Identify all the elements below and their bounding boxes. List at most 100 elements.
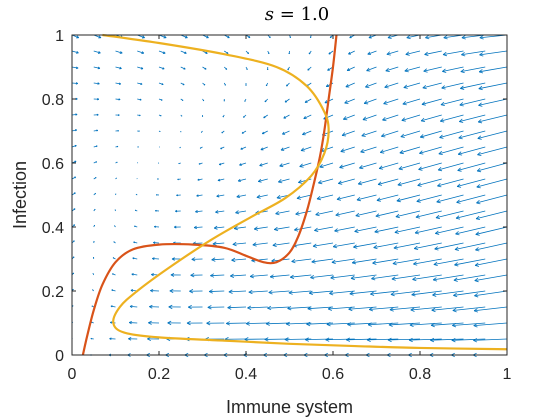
vector-arrow: [115, 98, 121, 101]
vector-arrow: [282, 130, 290, 135]
vector-arrow: [295, 210, 312, 216]
vector-arrow: [375, 210, 399, 218]
vector-arrow: [233, 225, 247, 231]
vector-arrow: [93, 129, 99, 132]
y-tick-label: 0.4: [42, 220, 64, 237]
vector-arrow: [335, 210, 355, 217]
vector-arrow: [149, 304, 160, 309]
vector-arrow: [473, 338, 508, 343]
vector-arrow: [196, 194, 203, 197]
vector-arrow: [454, 242, 486, 251]
vector-arrow: [406, 34, 421, 40]
vector-arrow: [195, 210, 203, 214]
vector-arrow: [452, 322, 486, 328]
vector-arrow: [220, 146, 225, 150]
vector-arrow: [312, 242, 334, 248]
vector-arrow: [170, 273, 181, 277]
vector-arrow: [286, 82, 290, 87]
vector-arrow: [422, 82, 442, 90]
vector-arrow: [402, 98, 421, 106]
vector-arrow: [232, 241, 247, 247]
vector-arrow: [202, 50, 208, 54]
vector-arrow: [355, 210, 377, 218]
vector-arrow: [451, 337, 486, 343]
vector-arrow: [339, 162, 355, 169]
vector-arrow: [458, 130, 486, 140]
vector-arrow: [93, 145, 98, 148]
vector-arrow: [419, 130, 442, 139]
vector-arrow: [115, 66, 122, 70]
vector-arrow: [455, 226, 486, 236]
vector-arrow: [439, 114, 464, 123]
vector-arrow: [71, 176, 77, 180]
vector-arrow: [399, 146, 421, 155]
vector-arrow: [411, 290, 442, 297]
vector-arrow: [202, 98, 205, 102]
vector-arrow: [353, 242, 377, 249]
vector-arrow: [397, 178, 421, 187]
vector-arrow: [191, 257, 203, 262]
vector-arrow: [403, 82, 421, 89]
vector-arrow: [474, 258, 508, 267]
vector-arrow: [378, 162, 399, 170]
vector-arrow: [345, 82, 355, 88]
vector-arrow: [227, 305, 247, 310]
vector-arrow: [318, 178, 334, 185]
vector-arrow: [391, 274, 421, 281]
vector-arrow: [287, 66, 290, 71]
vector-arrow: [137, 82, 143, 86]
vector-arrow: [418, 162, 442, 171]
vector-arrow: [390, 290, 421, 297]
vector-arrow: [71, 208, 76, 212]
vector-arrow: [371, 274, 399, 281]
vector-arrow: [93, 208, 96, 212]
vector-arrow: [387, 337, 421, 343]
vector-arrow: [474, 274, 508, 283]
vector-arrow: [382, 114, 399, 122]
vector-arrow: [269, 274, 290, 279]
x-tick-label: 1: [503, 366, 512, 383]
vector-arrow: [198, 162, 203, 165]
vector-arrow: [237, 178, 247, 183]
vector-arrow: [206, 321, 225, 326]
vector-arrow: [216, 194, 225, 198]
vector-arrow: [432, 274, 464, 282]
vector-arrow: [174, 225, 181, 229]
vector-arrow: [304, 98, 312, 103]
vector-arrow: [202, 82, 206, 86]
vector-arrow: [178, 162, 181, 165]
vector-arrow: [357, 178, 377, 186]
vector-arrow: [278, 178, 290, 184]
vector-arrow: [92, 289, 95, 292]
vector-arrow: [389, 306, 421, 312]
vector-arrow: [158, 66, 165, 70]
y-axis-ticks: 0 0.2 0.4 0.6 0.8 1: [42, 28, 507, 365]
vector-arrow: [267, 305, 290, 311]
vector-arrow: [112, 273, 116, 276]
vector-arrow: [93, 240, 95, 244]
vector-arrow: [299, 162, 312, 168]
vector-arrow: [180, 50, 187, 54]
vector-arrow: [129, 305, 138, 309]
vector-arrow: [458, 114, 486, 123]
vector-arrow: [265, 321, 290, 326]
vector-field: [71, 34, 508, 358]
vector-arrow: [332, 242, 355, 249]
vector-arrow: [398, 162, 421, 171]
vector-arrow: [307, 66, 312, 71]
vector-arrow: [256, 194, 268, 199]
vector-arrow: [420, 114, 442, 123]
vector-arrow: [115, 82, 122, 85]
vector-arrow: [263, 114, 268, 119]
vector-arrow: [158, 98, 163, 101]
vector-arrow: [316, 194, 334, 201]
vector-arrow: [396, 194, 421, 203]
vector-arrow: [290, 274, 312, 280]
vector-arrow: [393, 242, 421, 250]
vector-arrow: [93, 192, 97, 196]
vector-arrow: [112, 257, 116, 260]
vector-arrow: [134, 225, 138, 228]
vector-arrow: [93, 224, 96, 228]
y-axis-label: Infection: [10, 161, 30, 229]
plot-frame: [71, 34, 508, 356]
